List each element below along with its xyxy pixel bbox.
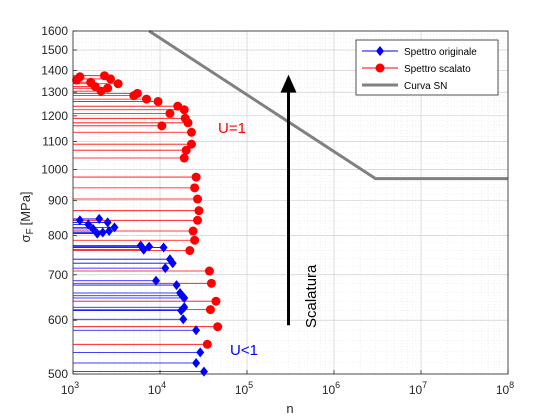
marker-original bbox=[75, 215, 84, 226]
marker-scaled bbox=[96, 86, 106, 96]
annotation-u-equal-1: U=1 bbox=[218, 120, 246, 137]
marker-scaled bbox=[213, 322, 223, 332]
marker-original bbox=[196, 347, 205, 358]
annotation-u-less-1: U<1 bbox=[230, 342, 258, 359]
y-axis-symbol: σ bbox=[18, 235, 33, 243]
marker-original bbox=[192, 358, 201, 369]
marker-original bbox=[161, 263, 170, 274]
x-tick-label: 106 bbox=[322, 380, 340, 397]
marker-original bbox=[179, 314, 188, 325]
marker-scaled bbox=[72, 75, 82, 85]
marker-scaled bbox=[165, 108, 175, 118]
annotation-scalatura: Scalatura bbox=[303, 264, 320, 328]
marker-scaled bbox=[190, 183, 200, 193]
marker-scaled bbox=[204, 266, 214, 276]
marker-original bbox=[110, 222, 119, 233]
marker-original bbox=[84, 219, 93, 230]
y-tick-label: 600 bbox=[48, 313, 68, 327]
legend-marker-scaled bbox=[375, 63, 385, 73]
y-tick-label: 800 bbox=[48, 228, 68, 242]
series-stems bbox=[73, 75, 218, 373]
marker-original bbox=[103, 217, 112, 228]
legend-marker-original bbox=[376, 46, 384, 56]
legend: Spettro originale Spettro scalato Curva … bbox=[355, 39, 499, 96]
y-tick-label: 1200 bbox=[41, 109, 68, 123]
sn-curve bbox=[148, 29, 508, 181]
marker-original bbox=[139, 244, 148, 255]
marker-scaled bbox=[179, 105, 189, 115]
marker-scaled bbox=[205, 305, 215, 315]
marker-scaled bbox=[183, 118, 193, 128]
marker-scaled bbox=[186, 139, 196, 149]
marker-original bbox=[172, 280, 181, 291]
marker-original bbox=[105, 226, 114, 237]
marker-original bbox=[192, 325, 201, 336]
y-tick-label: 1600 bbox=[41, 24, 68, 38]
x-tick-label: 103 bbox=[61, 380, 79, 397]
marker-scaled bbox=[153, 96, 163, 106]
marker-original bbox=[93, 228, 102, 239]
marker-scaled bbox=[206, 278, 216, 288]
marker-scaled bbox=[185, 246, 195, 256]
marker-original bbox=[177, 305, 186, 316]
y-tick-label: 1500 bbox=[41, 43, 68, 57]
x-tick-label: 108 bbox=[496, 380, 514, 397]
marker-original bbox=[159, 242, 168, 253]
marker-original bbox=[95, 213, 104, 224]
marker-scaled bbox=[106, 74, 116, 84]
scaling-arrow bbox=[280, 74, 297, 326]
legend-label-sn: Curva SN bbox=[404, 81, 447, 92]
y-tick-label: 900 bbox=[48, 194, 68, 208]
marker-scaled bbox=[190, 235, 200, 245]
y-axis-unit: [MPa] bbox=[18, 191, 33, 225]
marker-original bbox=[152, 275, 161, 286]
marker-scaled bbox=[191, 172, 201, 182]
marker-scaled bbox=[179, 153, 189, 163]
y-axis-label: σF [MPa] bbox=[18, 191, 36, 242]
marker-scaled bbox=[157, 121, 167, 131]
x-tick-label: 105 bbox=[235, 380, 253, 397]
marker-scaled bbox=[202, 339, 212, 349]
marker-scaled bbox=[181, 145, 191, 155]
marker-scaled bbox=[193, 194, 203, 204]
marker-original bbox=[180, 292, 189, 303]
marker-scaled bbox=[142, 94, 152, 104]
x-tick-label: 107 bbox=[409, 380, 427, 397]
marker-scaled bbox=[129, 91, 139, 101]
y-tick-label: 1100 bbox=[42, 134, 68, 148]
y-tick-label: 500 bbox=[48, 367, 68, 381]
marker-scaled bbox=[211, 296, 221, 306]
marker-scaled bbox=[193, 215, 203, 225]
y-tick-label: 1300 bbox=[41, 85, 68, 99]
arrow-head bbox=[280, 74, 297, 93]
series-markers bbox=[72, 71, 223, 377]
marker-scaled bbox=[194, 206, 204, 216]
marker-scaled bbox=[113, 79, 123, 89]
legend-label-original: Spettro originale bbox=[404, 47, 477, 58]
marker-original bbox=[98, 227, 107, 238]
marker-scaled bbox=[188, 226, 198, 236]
x-axis-label: n bbox=[286, 401, 293, 416]
plot-frame bbox=[72, 30, 509, 375]
marker-scaled bbox=[186, 127, 196, 137]
y-tick-label: 1400 bbox=[41, 63, 68, 77]
y-tick-label: 700 bbox=[48, 268, 68, 282]
y-axis-subscript: F bbox=[25, 228, 36, 234]
legend-label-scaled: Spettro scalato bbox=[404, 64, 471, 75]
marker-original bbox=[168, 258, 177, 269]
x-tick-label: 104 bbox=[148, 380, 166, 397]
sn-curve-line bbox=[148, 29, 508, 181]
y-tick-label: 1000 bbox=[41, 163, 68, 177]
axis-ticks: 103 104 105 106 107 108 500 600 700 800 900 1000 110… bbox=[41, 24, 514, 397]
